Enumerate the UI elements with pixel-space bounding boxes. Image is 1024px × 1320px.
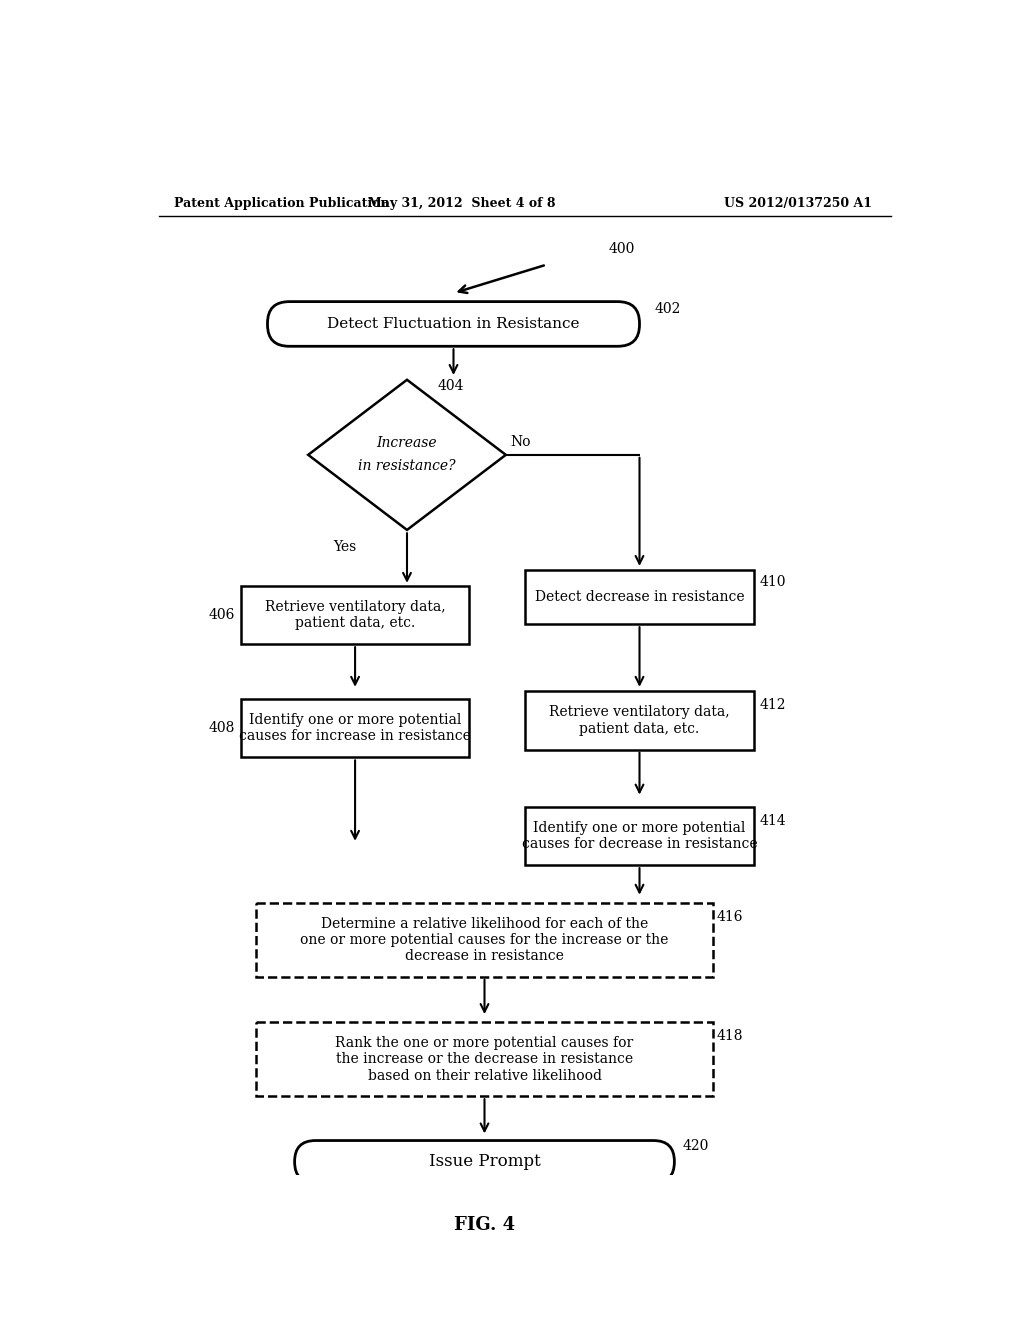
Text: May 31, 2012  Sheet 4 of 8: May 31, 2012 Sheet 4 of 8 [368, 197, 555, 210]
Text: 400: 400 [608, 243, 635, 256]
Text: No: No [510, 434, 530, 449]
Text: 402: 402 [655, 301, 681, 315]
Bar [525, 807, 754, 866]
Text: Retrieve ventilatory data,
patient data, etc.: Retrieve ventilatory data, patient data,… [549, 705, 730, 735]
Text: 408: 408 [209, 721, 234, 735]
Text: Yes: Yes [334, 540, 356, 554]
Bar [241, 700, 469, 758]
Polygon shape [308, 380, 506, 529]
Text: 404: 404 [438, 379, 465, 392]
Text: 418: 418 [717, 1030, 743, 1043]
Text: 416: 416 [717, 909, 743, 924]
Text: Identify one or more potential
causes for increase in resistance: Identify one or more potential causes fo… [240, 713, 471, 743]
Bar [525, 692, 754, 750]
Text: Increase: Increase [377, 437, 437, 450]
Text: FIG. 4: FIG. 4 [454, 1216, 515, 1234]
Text: 414: 414 [760, 813, 786, 828]
Bar [525, 570, 754, 624]
Text: 410: 410 [760, 576, 786, 589]
Text: 412: 412 [760, 698, 786, 711]
Text: Patent Application Publication: Patent Application Publication [174, 197, 390, 210]
Text: Issue Prompt: Issue Prompt [429, 1154, 541, 1171]
Text: 420: 420 [682, 1139, 709, 1154]
Bar [256, 903, 713, 977]
Text: Retrieve ventilatory data,
patient data, etc.: Retrieve ventilatory data, patient data,… [265, 599, 445, 630]
Bar [241, 586, 469, 644]
Text: Detect decrease in resistance: Detect decrease in resistance [535, 590, 744, 605]
Text: 406: 406 [209, 609, 234, 622]
Text: Rank the one or more potential causes for
the increase or the decrease in resist: Rank the one or more potential causes fo… [336, 1036, 634, 1082]
Text: Determine a relative likelihood for each of the
one or more potential causes for: Determine a relative likelihood for each… [300, 917, 669, 964]
FancyBboxPatch shape [267, 302, 640, 346]
Text: US 2012/0137250 A1: US 2012/0137250 A1 [724, 197, 872, 210]
FancyBboxPatch shape [295, 1140, 675, 1183]
Text: in resistance?: in resistance? [358, 459, 456, 474]
Text: Detect Fluctuation in Resistance: Detect Fluctuation in Resistance [328, 317, 580, 331]
Bar [256, 1022, 713, 1096]
Text: Identify one or more potential
causes for decrease in resistance: Identify one or more potential causes fo… [521, 821, 758, 851]
